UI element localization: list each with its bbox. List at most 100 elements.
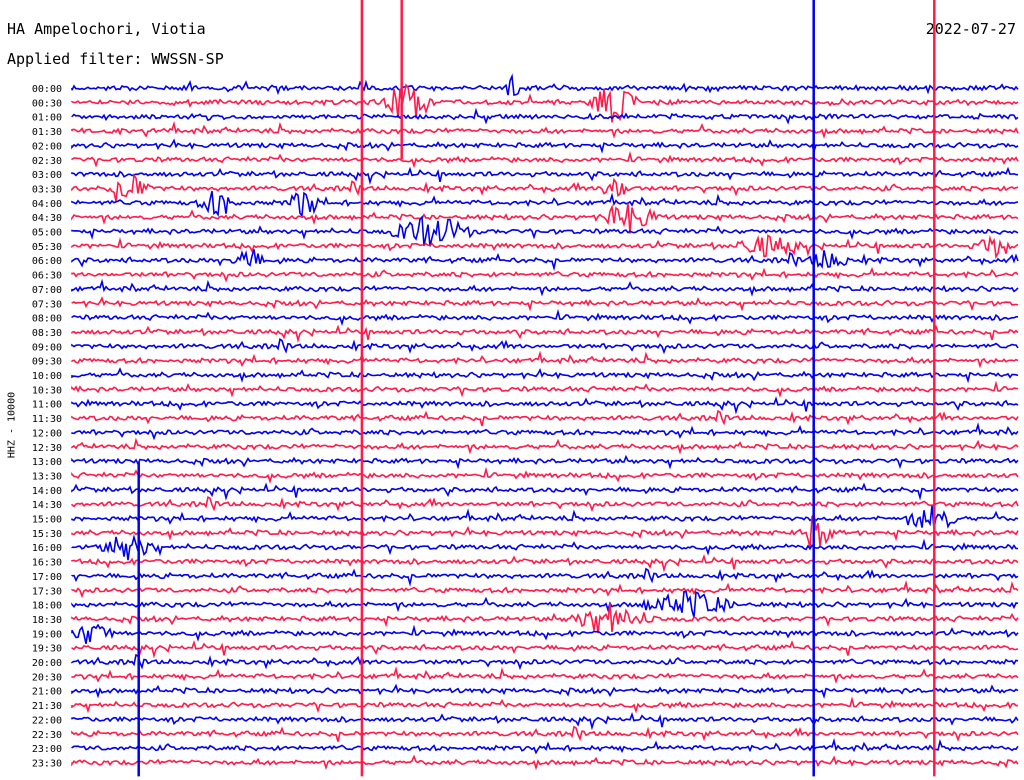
row-time-label: 02:00 (32, 141, 62, 152)
trace-line (71, 234, 1019, 260)
row-time-label: 20:30 (32, 672, 62, 683)
trace-line (71, 580, 1019, 599)
row-time-label: 00:00 (32, 84, 62, 95)
trace-line (71, 396, 1019, 415)
trace-line (71, 190, 1019, 218)
row-time-label: 06:30 (32, 271, 62, 282)
trace-line (71, 138, 1019, 154)
row-time-label: 08:00 (32, 314, 62, 325)
row-time-label: 03:30 (32, 184, 62, 195)
trace-line (71, 666, 1019, 685)
row-time-label: 04:00 (32, 199, 62, 210)
row-time-label: 07:00 (32, 285, 62, 296)
station-title: HA Ampelochori, Viotia (7, 20, 206, 38)
trace-line (71, 683, 1019, 700)
row-time-label: 23:00 (32, 744, 62, 755)
row-time-label: 01:00 (32, 113, 62, 124)
row-time-label: 10:30 (32, 385, 62, 396)
row-time-label: 00:30 (32, 98, 62, 109)
trace-line (71, 83, 1019, 123)
row-time-label: 05:30 (32, 242, 62, 253)
trace-line (71, 754, 1019, 771)
row-time-label: 14:00 (32, 486, 62, 497)
row-time-label: 19:00 (32, 629, 62, 640)
row-time-label: 08:30 (32, 328, 62, 339)
row-time-label: 15:30 (32, 529, 62, 540)
row-time-label: 02:30 (32, 156, 62, 167)
trace-line (71, 380, 1019, 398)
row-time-label: 17:00 (32, 572, 62, 583)
row-time-label: 17:30 (32, 586, 62, 597)
row-time-label: 07:30 (32, 299, 62, 310)
trace-line (71, 150, 1019, 169)
row-time-label: 19:30 (32, 644, 62, 655)
row-time-label: 16:30 (32, 558, 62, 569)
row-time-label: 22:30 (32, 730, 62, 741)
row-time-label: 01:30 (32, 127, 62, 138)
trace-line (71, 296, 1019, 312)
filter-label: Applied filter: WWSSN-SP (7, 50, 224, 68)
trace-line (71, 495, 1019, 513)
trace-line (71, 466, 1019, 485)
trace-line (71, 590, 1019, 618)
trace-line (71, 249, 1019, 272)
row-time-label: 12:30 (32, 443, 62, 454)
row-time-label: 11:30 (32, 414, 62, 425)
row-time-label: 20:00 (32, 658, 62, 669)
trace-line (71, 653, 1019, 671)
row-time-label: 21:30 (32, 701, 62, 712)
trace-line (71, 278, 1019, 297)
row-time-label: 11:00 (32, 400, 62, 411)
trace-line (71, 266, 1019, 283)
row-time-label: 23:30 (32, 758, 62, 769)
row-time-label: 13:30 (32, 471, 62, 482)
row-time-label: 05:00 (32, 228, 62, 239)
trace-line (71, 409, 1019, 427)
trace-line (71, 505, 1019, 529)
trace-line (71, 534, 1018, 561)
row-time-label: 13:00 (32, 457, 62, 468)
row-time-label: 21:00 (32, 687, 62, 698)
trace-line (71, 422, 1019, 441)
trace-line (71, 554, 1019, 573)
trace-line (71, 173, 1019, 202)
trace-line (71, 737, 1019, 755)
trace-line (71, 454, 1019, 470)
row-time-label: 16:00 (32, 543, 62, 554)
trace-line (71, 640, 1019, 659)
date-label: 2022-07-27 (925, 20, 1016, 38)
trace-line (71, 203, 1019, 234)
trace-line (71, 215, 1019, 247)
trace-line (71, 725, 1019, 742)
trace-line (71, 567, 1019, 587)
trace-line (71, 603, 1019, 634)
trace-line (71, 107, 1019, 125)
row-time-label: 06:00 (32, 256, 62, 267)
trace-line (71, 711, 1019, 731)
trace-line (71, 308, 1019, 327)
trace-line (71, 623, 1019, 644)
trace-line (71, 338, 1019, 355)
trace-line (71, 437, 1019, 455)
trace-line (71, 73, 1019, 96)
row-time-label: 18:30 (32, 615, 62, 626)
trace-line (71, 166, 1019, 186)
row-time-label: 12:00 (32, 428, 62, 439)
row-time-label: 09:30 (32, 357, 62, 368)
trace-line (71, 482, 1019, 501)
row-time-label: 14:30 (32, 500, 62, 511)
row-time-label: 15:00 (32, 515, 62, 526)
row-time-label: 22:00 (32, 715, 62, 726)
trace-line (71, 367, 1019, 384)
row-time-label: 03:00 (32, 170, 62, 181)
row-time-label: 10:00 (32, 371, 62, 382)
trace-line (71, 120, 1019, 139)
row-time-label: 18:00 (32, 601, 62, 612)
trace-line (71, 324, 1019, 343)
trace-line (71, 696, 1018, 714)
trace-line (71, 511, 1019, 548)
row-time-label: 04:30 (32, 213, 62, 224)
trace-line (71, 350, 1019, 369)
row-time-label: 09:00 (32, 342, 62, 353)
